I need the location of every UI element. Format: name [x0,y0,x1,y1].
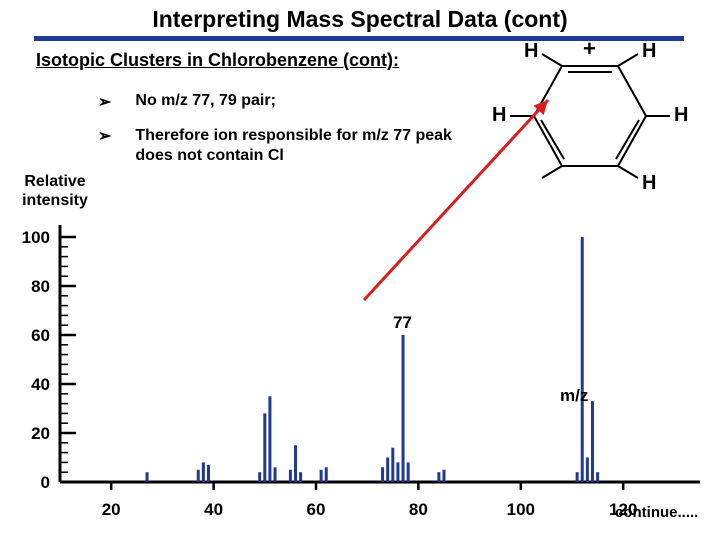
peak-label-77: 77 [393,313,412,333]
y-tick-100: 100 [10,228,50,248]
x-axis-title: m/z [560,386,588,406]
y-tick-80: 80 [10,277,50,297]
continue-label: continue..... [615,504,698,521]
y-tick-20: 20 [10,424,50,444]
y-tick-40: 40 [10,375,50,395]
y-tick-60: 60 [10,326,50,346]
mass-spectrum-chart [0,0,720,540]
y-tick-0: 0 [10,473,50,493]
